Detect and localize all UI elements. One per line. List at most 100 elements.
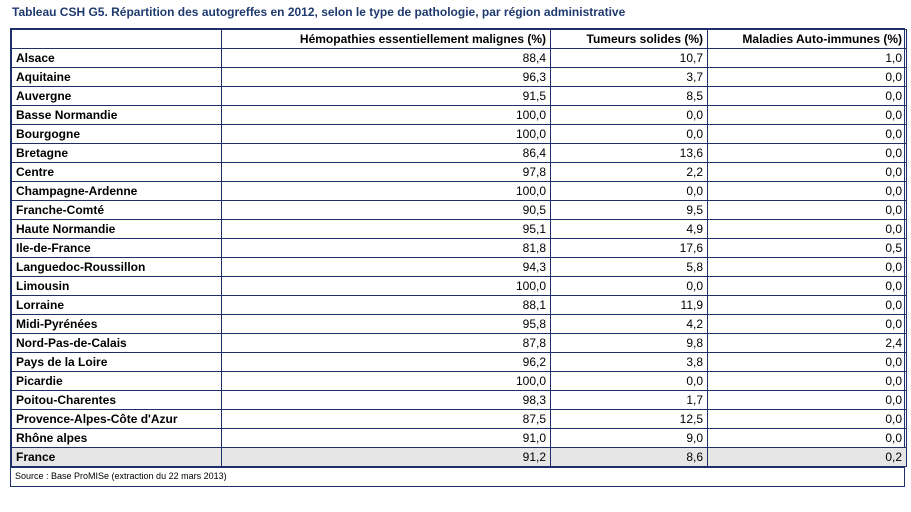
- table-row: Centre 97,8 2,2 0,0: [11, 162, 907, 182]
- tumeurs-cell: 0,0: [550, 276, 708, 296]
- auto-immunes-cell: 0,0: [707, 295, 907, 315]
- table-row: Provence-Alpes-Côte d'Azur 87,5 12,5 0,0: [11, 409, 907, 429]
- hemopathies-cell: 87,5: [221, 409, 551, 429]
- tumeurs-cell: 9,8: [550, 333, 708, 353]
- hemopathies-cell: 90,5: [221, 200, 551, 220]
- table-row: Auvergne 91,5 8,5 0,0: [11, 86, 907, 106]
- header-row: Hémopathies essentiellement malignes (%)…: [11, 29, 907, 49]
- auto-immunes-cell: 0,0: [707, 409, 907, 429]
- table-row: Bretagne 86,4 13,6 0,0: [11, 143, 907, 163]
- table-row: Basse Normandie 100,0 0,0 0,0: [11, 105, 907, 125]
- region-cell: Auvergne: [11, 86, 222, 106]
- hemopathies-cell: 87,8: [221, 333, 551, 353]
- auto-immunes-cell: 0,0: [707, 219, 907, 239]
- region-cell: Bourgogne: [11, 124, 222, 144]
- tumeurs-cell: 0,0: [550, 371, 708, 391]
- auto-immunes-cell: 2,4: [707, 333, 907, 353]
- auto-immunes-cell: 0,0: [707, 276, 907, 296]
- tumeurs-cell: 9,0: [550, 428, 708, 448]
- table-body: Alsace 88,4 10,7 1,0 Aquitaine 96,3 3,7 0,0 Auve…: [11, 48, 907, 467]
- auto-immunes-cell: 0,0: [707, 200, 907, 220]
- region-cell: Pays de la Loire: [11, 352, 222, 372]
- region-cell: Alsace: [11, 48, 222, 68]
- table-row: Limousin 100,0 0,0 0,0: [11, 276, 907, 296]
- region-cell: Haute Normandie: [11, 219, 222, 239]
- hemopathies-cell: 91,5: [221, 86, 551, 106]
- tumeurs-cell: 0,0: [550, 124, 708, 144]
- table-row: Rhône alpes 91,0 9,0 0,0: [11, 428, 907, 448]
- hemopathies-cell: 98,3: [221, 390, 551, 410]
- tumeurs-cell: 4,2: [550, 314, 708, 334]
- tumeurs-cell: 3,7: [550, 67, 708, 87]
- hemopathies-cell: 100,0: [221, 371, 551, 391]
- table-row: Picardie 100,0 0,0 0,0: [11, 371, 907, 391]
- region-cell: Poitou-Charentes: [11, 390, 222, 410]
- table-row: Aquitaine 96,3 3,7 0,0: [11, 67, 907, 87]
- hemopathies-cell: 97,8: [221, 162, 551, 182]
- hemopathies-cell: 86,4: [221, 143, 551, 163]
- hemopathies-cell: 91,0: [221, 428, 551, 448]
- region-cell: Provence-Alpes-Côte d'Azur: [11, 409, 222, 429]
- table-row: Champagne-Ardenne 100,0 0,0 0,0: [11, 181, 907, 201]
- auto-immunes-cell: 0,0: [707, 181, 907, 201]
- table-row: Pays de la Loire 96,2 3,8 0,0: [11, 352, 907, 372]
- region-cell: Franche-Comté: [11, 200, 222, 220]
- header-auto-immunes: Maladies Auto-immunes (%): [707, 29, 907, 49]
- total-row: France 91,2 8,6 0,2: [11, 447, 907, 467]
- hemopathies-cell: 100,0: [221, 276, 551, 296]
- source-note: Source : Base ProMISe (extraction du 22 …: [11, 467, 904, 486]
- tumeurs-cell: 8,6: [550, 447, 708, 467]
- auto-immunes-cell: 0,0: [707, 67, 907, 87]
- tumeurs-cell: 0,0: [550, 181, 708, 201]
- table-row: Bourgogne 100,0 0,0 0,0: [11, 124, 907, 144]
- auto-immunes-cell: 0,2: [707, 447, 907, 467]
- tumeurs-cell: 5,8: [550, 257, 708, 277]
- table-row: Alsace 88,4 10,7 1,0: [11, 48, 907, 68]
- hemopathies-cell: 100,0: [221, 124, 551, 144]
- hemopathies-cell: 88,4: [221, 48, 551, 68]
- header-region: [11, 29, 222, 49]
- tumeurs-cell: 10,7: [550, 48, 708, 68]
- table-row: Franche-Comté 90,5 9,5 0,0: [11, 200, 907, 220]
- table-row: Haute Normandie 95,1 4,9 0,0: [11, 219, 907, 239]
- auto-immunes-cell: 1,0: [707, 48, 907, 68]
- region-cell: Languedoc-Roussillon: [11, 257, 222, 277]
- region-cell: France: [11, 447, 222, 467]
- auto-immunes-cell: 0,0: [707, 352, 907, 372]
- region-cell: Centre: [11, 162, 222, 182]
- table-row: Languedoc-Roussillon 94,3 5,8 0,0: [11, 257, 907, 277]
- region-cell: Aquitaine: [11, 67, 222, 87]
- hemopathies-cell: 96,3: [221, 67, 551, 87]
- hemopathies-cell: 95,8: [221, 314, 551, 334]
- region-cell: Nord-Pas-de-Calais: [11, 333, 222, 353]
- tumeurs-cell: 12,5: [550, 409, 708, 429]
- hemopathies-cell: 91,2: [221, 447, 551, 467]
- tumeurs-cell: 1,7: [550, 390, 708, 410]
- auto-immunes-cell: 0,0: [707, 390, 907, 410]
- auto-immunes-cell: 0,0: [707, 257, 907, 277]
- tumeurs-cell: 3,8: [550, 352, 708, 372]
- tumeurs-cell: 8,5: [550, 86, 708, 106]
- header-tumeurs: Tumeurs solides (%): [550, 29, 708, 49]
- auto-immunes-cell: 0,0: [707, 124, 907, 144]
- table-row: Nord-Pas-de-Calais 87,8 9,8 2,4: [11, 333, 907, 353]
- table-title: Tableau CSH G5. Répartition des autogref…: [12, 5, 626, 19]
- region-cell: Picardie: [11, 371, 222, 391]
- auto-immunes-cell: 0,0: [707, 143, 907, 163]
- auto-immunes-cell: 0,5: [707, 238, 907, 258]
- tumeurs-cell: 17,6: [550, 238, 708, 258]
- hemopathies-cell: 81,8: [221, 238, 551, 258]
- auto-immunes-cell: 0,0: [707, 105, 907, 125]
- region-cell: Champagne-Ardenne: [11, 181, 222, 201]
- data-table-container: Hémopathies essentiellement malignes (%)…: [10, 28, 907, 487]
- hemopathies-cell: 94,3: [221, 257, 551, 277]
- auto-immunes-cell: 0,0: [707, 314, 907, 334]
- hemopathies-cell: 95,1: [221, 219, 551, 239]
- auto-immunes-cell: 0,0: [707, 86, 907, 106]
- region-cell: Lorraine: [11, 295, 222, 315]
- hemopathies-cell: 88,1: [221, 295, 551, 315]
- header-hemopathies: Hémopathies essentiellement malignes (%): [221, 29, 551, 49]
- hemopathies-cell: 100,0: [221, 181, 551, 201]
- auto-immunes-cell: 0,0: [707, 428, 907, 448]
- hemopathies-cell: 100,0: [221, 105, 551, 125]
